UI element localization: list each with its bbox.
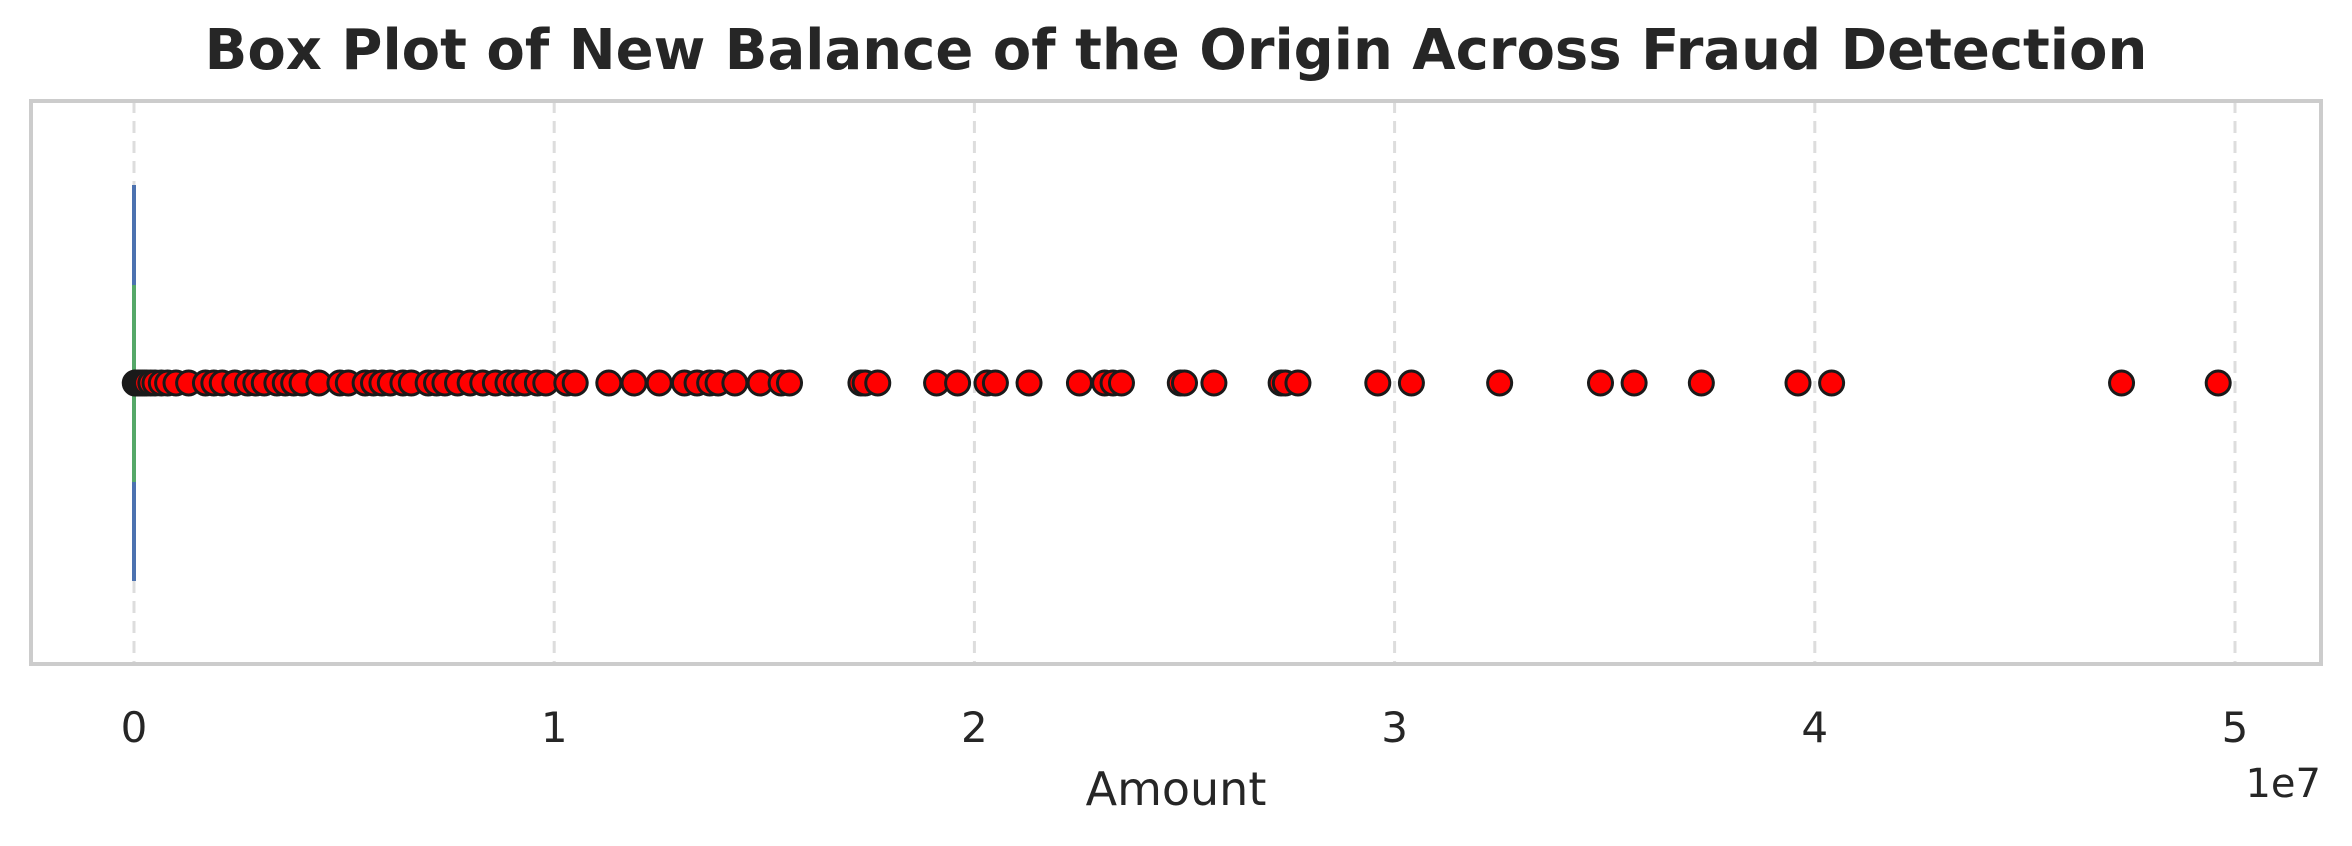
outlier-point-46 xyxy=(561,369,589,397)
outlier-point-75 xyxy=(1284,369,1312,397)
x-tick-label-5: 5 xyxy=(2222,703,2249,752)
outlier-point-47 xyxy=(595,369,623,397)
outlier-point-72 xyxy=(1200,369,1228,397)
x-tick-label-2: 2 xyxy=(961,703,988,752)
outlier-points xyxy=(121,369,2232,397)
outlier-point-48 xyxy=(620,369,648,397)
outlier-point-79 xyxy=(1586,369,1614,397)
x-tick-labels: 0 1 2 3 4 5 xyxy=(121,703,2249,752)
outlier-point-69 xyxy=(1107,369,1135,397)
outlier-point-85 xyxy=(2204,369,2232,397)
outlier-point-84 xyxy=(2108,369,2136,397)
outlier-point-76 xyxy=(1364,369,1392,397)
outlier-point-60 xyxy=(864,369,892,397)
outlier-point-64 xyxy=(981,369,1009,397)
outlier-point-65 xyxy=(1015,369,1043,397)
outlier-point-78 xyxy=(1486,369,1514,397)
outlier-point-80 xyxy=(1620,369,1648,397)
outlier-point-49 xyxy=(645,369,673,397)
plot-frame xyxy=(29,99,2323,666)
outlier-point-77 xyxy=(1397,369,1425,397)
outlier-point-57 xyxy=(776,369,804,397)
outlier-point-71 xyxy=(1171,369,1198,397)
outlier-point-62 xyxy=(944,369,972,397)
outlier-point-82 xyxy=(1784,369,1812,397)
chart-title: Box Plot of New Balance of the Origin Ac… xyxy=(204,18,2148,83)
x-tick-label-3: 3 xyxy=(1381,703,1408,752)
x-axis-label: Amount xyxy=(1086,762,1267,816)
outlier-point-66 xyxy=(1065,369,1093,397)
x-tick-label-4: 4 xyxy=(1801,703,1828,752)
x-axis-offset-label: 1e7 xyxy=(2245,761,2321,807)
outlier-point-54 xyxy=(721,369,749,397)
outlier-point-83 xyxy=(1818,369,1846,397)
x-tick-label-0: 0 xyxy=(121,703,148,752)
outlier-point-81 xyxy=(1687,369,1715,397)
x-tick-label-1: 1 xyxy=(541,703,568,752)
